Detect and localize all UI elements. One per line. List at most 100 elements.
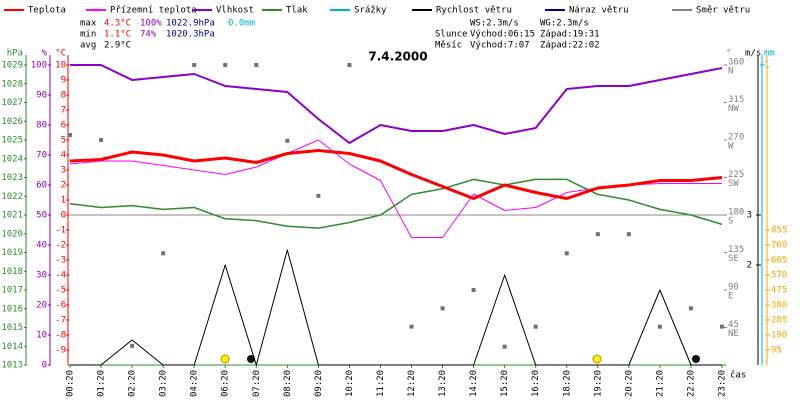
stat: 1022.9hPa <box>166 19 215 29</box>
y-tick-label: 7 <box>61 106 66 116</box>
y-tick-label: 180 <box>728 208 744 218</box>
stat-label: Měsíc <box>435 41 462 51</box>
stat: 100% <box>140 19 162 29</box>
compass-label: NW <box>728 104 739 114</box>
direction-point <box>657 324 662 329</box>
direction-point <box>595 232 600 237</box>
x-tick-label: 18:20 <box>562 370 572 397</box>
y-tick-label: 4 <box>61 151 66 161</box>
x-tick-label: 06:20 <box>221 370 231 397</box>
y-tick-label: 1 <box>61 196 66 206</box>
y-tick-label: 45 <box>728 320 739 330</box>
y-tick-label: 285 <box>771 316 787 326</box>
y-tick-label: 1028 <box>1 79 23 89</box>
direction-point <box>564 251 569 256</box>
compass-label: E <box>728 292 733 302</box>
legend-label: Vlhkost <box>216 6 254 16</box>
stat: Východ:06:15 <box>470 30 535 40</box>
stat: 2.9°C <box>104 41 131 51</box>
stat: Západ:22:02 <box>540 41 600 51</box>
x-tick-label: 20:20 <box>624 370 634 397</box>
y-tick-label: -4 <box>55 271 66 281</box>
moonset-icon <box>692 355 700 363</box>
y-tick-label: 1017 <box>1 286 23 296</box>
y-tick-label: 40 <box>36 241 47 251</box>
direction-point <box>626 232 631 237</box>
y-tick-label: 360 <box>728 58 744 68</box>
stat-label: min <box>80 30 96 40</box>
chart-title: 7.4.2000 <box>368 50 427 64</box>
y-tick-label: 1020 <box>1 229 23 239</box>
y-tick-label: -6 <box>55 301 66 311</box>
axis-unit: °C <box>55 49 66 59</box>
x-tick-label: 23:20 <box>718 370 728 397</box>
direction-point <box>688 306 693 311</box>
y-tick-label: 315 <box>728 95 744 105</box>
y-tick-label: 135 <box>728 245 744 255</box>
y-tick-label: 1025 <box>1 136 23 146</box>
compass-label: N <box>728 67 733 77</box>
stat-label: Slunce <box>435 30 468 40</box>
y-tick-label: 90 <box>36 91 47 101</box>
y-tick-label: 9 <box>61 76 66 86</box>
y-tick-label: 1024 <box>1 154 23 164</box>
x-tick-label: 04:20 <box>190 370 200 397</box>
x-tick-label: 15:20 <box>500 370 510 397</box>
y-tick-label: 225 <box>728 170 744 180</box>
y-tick-label: 100 <box>31 61 47 71</box>
y-tick-label: 665 <box>771 256 787 266</box>
x-tick-label: 19:20 <box>593 370 603 397</box>
x-tick-label: 21:20 <box>655 370 665 397</box>
direction-point <box>254 63 259 67</box>
y-tick-label: 3 <box>61 166 66 176</box>
x-tick-label: 07:20 <box>252 370 262 397</box>
y-tick-label: 1021 <box>1 211 23 221</box>
y-tick-label: 2 <box>61 181 66 191</box>
y-tick-label: 1013 <box>1 361 23 371</box>
y-tick-label: 1029 <box>1 61 23 71</box>
y-tick-label: -7 <box>55 316 66 326</box>
y-tick-label: 1027 <box>1 98 23 108</box>
y-tick-label: 90 <box>728 283 739 293</box>
y-tick-label: 20 <box>36 301 47 311</box>
x-tick-label: 02:20 <box>128 370 138 397</box>
x-tick-label: 12:20 <box>407 370 417 397</box>
axis-unit: m/s <box>745 49 761 59</box>
y-tick-label: 80 <box>36 121 47 131</box>
stat: WS:2.3m/s <box>470 19 519 29</box>
x-tick-label: 01:20 <box>97 370 107 397</box>
y-tick-label: 1023 <box>1 173 23 183</box>
direction-point <box>130 343 135 348</box>
y-tick-label: -5 <box>55 286 66 296</box>
y-tick-label: -9 <box>55 346 66 356</box>
compass-label: NE <box>728 329 739 339</box>
y-tick-label: 50 <box>36 211 47 221</box>
y-tick-label: 1019 <box>1 248 23 258</box>
stat-label: avg <box>80 41 96 51</box>
y-tick-label: 3 <box>747 211 752 221</box>
x-axis-label: čas <box>730 370 746 381</box>
direction-point <box>347 63 352 67</box>
y-tick-label: -1 <box>55 226 66 236</box>
y-tick-label: 760 <box>771 241 787 251</box>
direction-point <box>223 63 228 67</box>
axis-unit: hPa <box>7 49 23 59</box>
series-line <box>69 149 723 200</box>
compass-label: W <box>728 142 734 152</box>
compass-label: S <box>728 217 733 227</box>
direction-point <box>471 288 476 292</box>
direction-point <box>99 138 104 142</box>
legend-label: Rychlost větru <box>436 6 512 16</box>
stat: 4.3°C <box>104 19 131 29</box>
sun-moon-icons <box>220 354 700 364</box>
compass-label: SE <box>728 254 739 264</box>
direction-point <box>502 344 507 349</box>
x-tick-label: 13:20 <box>438 370 448 397</box>
x-tick-label: 22:20 <box>686 370 696 397</box>
stat: Západ:19:31 <box>540 30 600 40</box>
direction-point <box>409 324 414 329</box>
x-tick-label: 03:20 <box>159 370 169 397</box>
legend-label: Přízemní teplota <box>110 6 197 16</box>
direction-point <box>161 251 166 256</box>
